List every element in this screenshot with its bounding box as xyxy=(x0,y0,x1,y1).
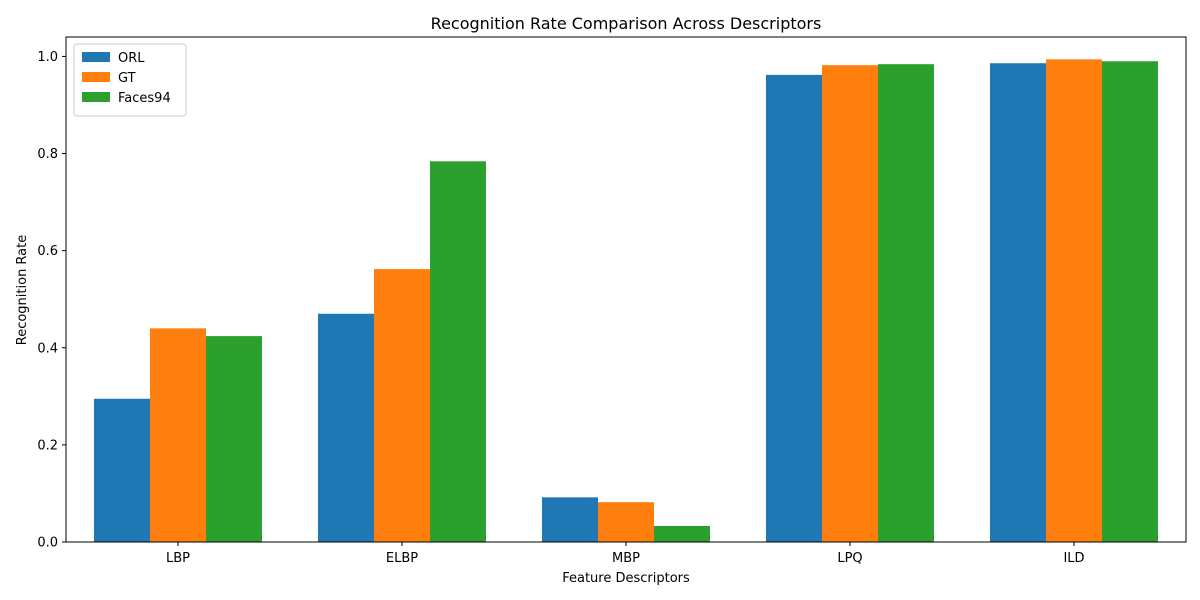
y-tick-label: 0.6 xyxy=(37,244,58,259)
bar-faces94-lbp xyxy=(206,336,262,542)
x-tick-label: ELBP xyxy=(386,551,418,566)
bars-group xyxy=(94,59,1158,543)
x-tick-label: ILD xyxy=(1063,551,1084,566)
legend-label-orl: ORL xyxy=(118,51,145,66)
legend-label-gt: GT xyxy=(118,71,136,86)
x-tick-label: MBP xyxy=(612,551,640,566)
legend-swatch-faces94 xyxy=(82,92,110,102)
bar-orl-lpq xyxy=(766,74,822,542)
bar-gt-lpq xyxy=(822,65,878,543)
bar-gt-mbp xyxy=(598,502,654,542)
axes-group: 0.0 0.2 0.4 0.6 0.8 1.0 LBP ELBP MBP LPQ ILD xyxy=(37,36,1187,566)
bar-orl-mbp xyxy=(542,497,598,542)
bar-faces94-ild xyxy=(1102,61,1158,543)
y-tick-label: 0.4 xyxy=(37,341,58,356)
y-tick-label: 0.2 xyxy=(37,438,58,453)
chart-title: Recognition Rate Comparison Across Descr… xyxy=(431,14,822,33)
bar-gt-elbp xyxy=(374,269,430,542)
bar-faces94-mbp xyxy=(654,525,710,542)
legend-swatch-orl xyxy=(82,52,110,62)
bar-faces94-lpq xyxy=(878,64,934,542)
y-axis-label: Recognition Rate xyxy=(15,235,30,346)
x-axis-label: Feature Descriptors xyxy=(562,571,690,586)
bar-orl-lbp xyxy=(94,398,150,542)
x-tick-label: LBP xyxy=(166,551,190,566)
bar-faces94-elbp xyxy=(430,161,486,543)
y-tick-label: 0.0 xyxy=(37,536,58,551)
y-tick-label: 0.8 xyxy=(37,147,58,162)
x-tick-label: LPQ xyxy=(837,551,862,566)
legend-label-faces94: Faces94 xyxy=(118,91,171,106)
bar-gt-ild xyxy=(1046,59,1102,542)
bar-gt-lbp xyxy=(150,328,206,542)
legend-swatch-gt xyxy=(82,72,110,82)
bar-orl-ild xyxy=(990,63,1046,542)
bar-orl-elbp xyxy=(318,313,374,542)
legend: ORL GT Faces94 xyxy=(73,43,187,117)
y-tick-label: 1.0 xyxy=(37,50,58,65)
